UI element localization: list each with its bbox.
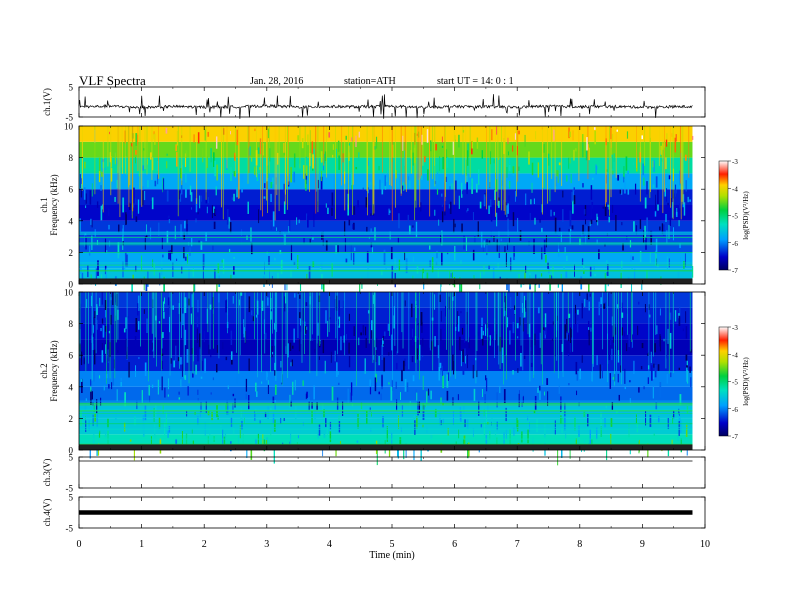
panel-5-ytick-label: 5 (69, 493, 74, 503)
panel-4-ytick-label: -5 (66, 484, 74, 494)
panel-2-ytick-label: 2 (69, 248, 74, 258)
x-tick-label-8: 8 (577, 539, 582, 550)
chart-title: VLF Spectra (79, 73, 146, 88)
ch2-band-1.5khz (79, 418, 693, 435)
panel-1-ytick-label: 5 (69, 83, 74, 93)
panel-3-ytick-label: 10 (64, 288, 74, 298)
panel-2-ytick-label: 0 (69, 280, 74, 290)
ch2-colorbar-tick-label: -3 (732, 324, 738, 332)
ch1-band-5.5khz (79, 189, 693, 205)
panel-2-ytick-label: 8 (69, 153, 74, 163)
ch2-colorbar-label: log(PSD)(V²/Hz) (742, 357, 750, 406)
ch1-colorbar-tick-label: -6 (732, 240, 738, 248)
ch2-colorbar-tick-label: -4 (732, 351, 738, 359)
station-label: station=ATH (344, 76, 396, 87)
x-tick-label-3: 3 (264, 539, 269, 550)
x-tick-label-5: 5 (390, 539, 395, 550)
ch1-band-7.5khz (79, 157, 693, 174)
ch1-band-9.5khz (79, 126, 693, 142)
ch2-spectrogram-texture (79, 292, 693, 466)
panel-3-ytick-label: 8 (69, 319, 74, 329)
ch1-band-1.5khz (79, 252, 693, 269)
start-ut-label: start UT = 14: 0 : 1 (437, 76, 514, 87)
x-tick-label-4: 4 (327, 539, 332, 550)
x-axis-label: Time (min) (369, 550, 414, 561)
panel-3-ylabel: Frequency (kHz) (49, 340, 59, 401)
ch2-band-8.5khz (79, 307, 693, 324)
panel-2-ylabel: ch.1 (39, 197, 49, 212)
panel-2-ytick-label: 4 (69, 216, 74, 226)
panel-2-ytick-label: 6 (69, 185, 74, 195)
panel-2-ytick-label: 10 (64, 122, 74, 132)
panel-frame-1 (78, 86, 706, 118)
ch1-spectrogram-texture (79, 126, 694, 298)
ch2-colorbar (718, 326, 729, 437)
panel-3-ytick-label: 4 (69, 382, 74, 392)
x-tick-label-2: 2 (202, 539, 207, 550)
x-tick-label-7: 7 (515, 539, 520, 550)
ch2-colorbar-tick-label: -6 (732, 406, 738, 414)
ch2-colorbar-tick-label: -7 (732, 433, 738, 441)
ch1-colorbar-label: log(PSD)(V²/Hz) (742, 191, 750, 240)
ch2-band-6.5khz (79, 339, 693, 356)
ch1-band-4.5khz (79, 205, 693, 221)
date-label: Jan. 28, 2016 (250, 76, 304, 87)
panel-2-ylabel: Frequency (kHz) (49, 174, 59, 235)
ch1-colorbar-tick-label: -3 (732, 158, 738, 166)
panel-3-ylabel: ch.2 (39, 363, 49, 378)
x-tick-label-6: 6 (452, 539, 457, 550)
ch2-band-3.5khz (79, 386, 693, 403)
panel-3-ytick-label: 6 (69, 351, 74, 361)
panel-3-ytick-label: 2 (69, 414, 74, 424)
x-tick-label-10: 10 (700, 539, 710, 550)
panel-5-ytick-label: -5 (66, 524, 74, 534)
ch2-band-9.5khz (79, 292, 693, 308)
panel-5-ylabel: ch.4(V) (42, 499, 52, 527)
x-tick-label-0: 0 (77, 539, 82, 550)
panel-1-ytick-label: -5 (66, 113, 74, 123)
panel-4-ytick-label: 5 (69, 453, 74, 463)
ch1-waveform-line (78, 94, 693, 119)
panel-1-ylabel: ch.1(V) (42, 88, 52, 116)
ch2-band-7.5khz (79, 323, 693, 340)
x-tick-label-9: 9 (640, 539, 645, 550)
ch1-band-8.5khz (79, 141, 693, 158)
panel-frame-4 (78, 456, 706, 489)
x-tick-label-1: 1 (139, 539, 144, 550)
panel-3-ytick-label: 0 (69, 446, 74, 456)
ch2-colorbar-tick-label: -5 (732, 379, 738, 387)
ch1-colorbar (718, 160, 729, 271)
ch1-colorbar-tick-label: -4 (732, 185, 738, 193)
ch2-band-4.5khz (79, 371, 693, 387)
ch1-colorbar-tick-label: -5 (732, 213, 738, 221)
ch1-colorbar-tick-label: -7 (732, 267, 738, 275)
panel-4-ylabel: ch.3(V) (42, 459, 52, 487)
